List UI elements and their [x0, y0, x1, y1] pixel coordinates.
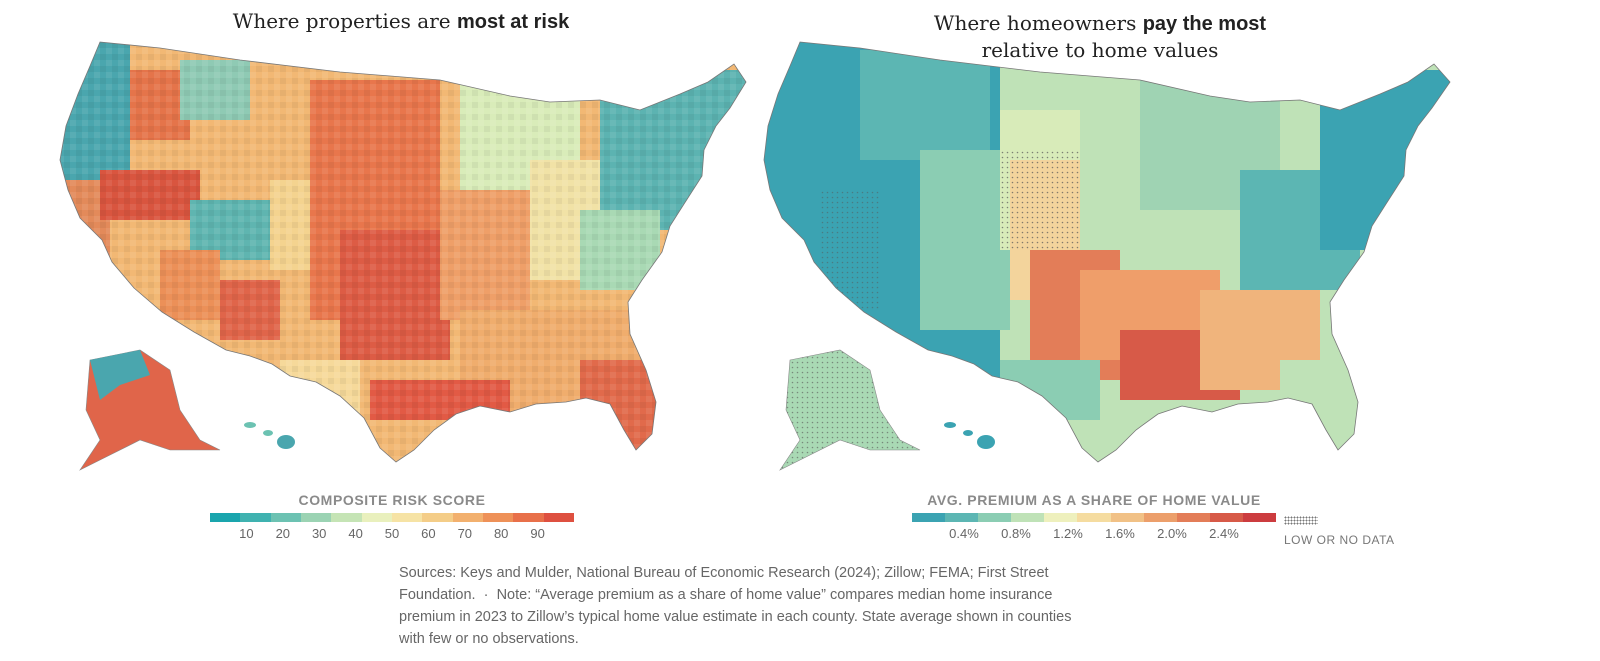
- premium-legend-swatch-6: [1110, 513, 1144, 522]
- risk-legend-tick-label: 40: [348, 526, 363, 541]
- premium-map-title-prefix: Where homeowners: [933, 11, 1143, 35]
- premium-legend-tick-label: 0.8%: [1001, 526, 1031, 541]
- risk-legend-title: COMPOSITE RISK SCORE: [298, 492, 486, 508]
- premium-legend-swatch-1: [945, 513, 979, 522]
- premium-legend: AVG. PREMIUM AS A SHARE OF HOME VALUE 0.…: [912, 492, 1277, 544]
- premium-legend-color-bar: [912, 513, 1277, 522]
- risk-map-panel: Where properties are most at risk: [40, 0, 780, 545]
- risk-legend-swatch-6: [391, 513, 423, 522]
- risk-legend-color-bar: [210, 513, 574, 522]
- risk-legend-tick-label: 80: [493, 526, 509, 541]
- premium-legend-swatch-3: [1011, 513, 1045, 522]
- risk-legend-tick-label: 60: [421, 526, 436, 541]
- premium-hawaii: [944, 422, 995, 449]
- premium-legend-title: AVG. PREMIUM AS A SHARE OF HOME VALUE: [927, 492, 1261, 508]
- risk-legend-swatch-0: [210, 513, 241, 522]
- risk-legend-swatch-9: [482, 513, 514, 522]
- risk-legend-swatch-10: [513, 513, 544, 522]
- risk-legend-tick-label: 30: [311, 526, 327, 541]
- risk-legend-tick-label: 50: [384, 526, 400, 541]
- premium-legend-swatch-9: [1209, 513, 1243, 522]
- premium-map-title-line2: relative to home values: [981, 38, 1219, 62]
- risk-legend-tick-label: 70: [457, 526, 473, 541]
- premium-map-panel: Where homeowners pay the most relative t…: [760, 0, 1500, 547]
- premium-map-title-bold: pay the most: [1142, 13, 1267, 35]
- premium-legend-swatch-4: [1044, 513, 1078, 522]
- risk-choropleth-map: [59, 41, 747, 471]
- risk-legend-swatch-7: [422, 513, 453, 522]
- premium-legend-tick-label: 1.6%: [1105, 526, 1135, 541]
- premium-us-outline: [763, 41, 1451, 463]
- premium-legend-swatch-7: [1143, 513, 1177, 522]
- premium-legend-swatch-5: [1077, 513, 1111, 522]
- source-line-3: premium in 2023 to Zillow’s typical home…: [399, 609, 1072, 625]
- premium-choropleth-map: [763, 41, 1451, 471]
- risk-legend-swatch-4: [331, 513, 362, 522]
- risk-legend-tick-label: 90: [530, 526, 545, 541]
- source-line-1: Sources: Keys and Mulder, National Burea…: [399, 565, 1049, 581]
- no-data-label: LOW OR NO DATA: [1284, 533, 1395, 547]
- premium-legend-tick-label: 2.4%: [1209, 526, 1239, 541]
- risk-map-title: Where properties are most at risk: [22, 8, 780, 35]
- premium-alaska-nodata: [780, 350, 920, 470]
- risk-legend-swatch-1: [240, 513, 271, 522]
- no-data-swatch: [1284, 516, 1318, 525]
- risk-legend-swatch-3: [300, 513, 332, 522]
- risk-map-title-bold: most at risk: [456, 11, 570, 33]
- source-note: Sources: Keys and Mulder, National Burea…: [399, 562, 1119, 650]
- risk-legend-tick-label: 20: [275, 526, 291, 541]
- risk-us-outline: [59, 41, 747, 463]
- risk-map-title-prefix: Where properties are: [232, 9, 457, 33]
- premium-legend-swatch-8: [1176, 513, 1210, 522]
- source-foundation: Foundation.: [399, 587, 476, 603]
- premium-legend-tick-label: 0.4%: [949, 526, 979, 541]
- premium-legend-tick-label: 1.2%: [1053, 526, 1083, 541]
- premium-map-title: Where homeowners pay the most relative t…: [700, 10, 1500, 63]
- premium-legend-swatch-10: [1242, 513, 1277, 522]
- source-line-2: Foundation. · Note: “Average premium as …: [399, 584, 1119, 606]
- risk-legend-swatch-8: [452, 513, 483, 522]
- risk-legend-tick-label: 10: [239, 526, 254, 541]
- risk-legend-swatch-2: [270, 513, 301, 522]
- premium-legend-ticks: 0.4% 0.8% 1.2% 1.6% 2.0% 2.4%: [912, 526, 1276, 544]
- risk-legend-ticks: 10 20 30 40 50 60 70 80 90: [210, 526, 574, 544]
- source-separator: ·: [483, 587, 489, 603]
- premium-legend-tick-label: 2.0%: [1157, 526, 1187, 541]
- source-note-text: Note: “Average premium as a share of hom…: [496, 587, 1053, 603]
- risk-legend: COMPOSITE RISK SCORE 10 20 30 40 50 60 70 80 90: [210, 492, 574, 544]
- risk-legend-swatch-5: [361, 513, 392, 522]
- premium-legend-swatch-2: [978, 513, 1012, 522]
- risk-legend-swatch-11: [543, 513, 574, 522]
- premium-legend-swatch-0: [912, 513, 946, 522]
- source-line-4: with few or no observations.: [399, 631, 579, 647]
- risk-alaska-north: [90, 350, 150, 400]
- risk-hawaii: [244, 422, 295, 449]
